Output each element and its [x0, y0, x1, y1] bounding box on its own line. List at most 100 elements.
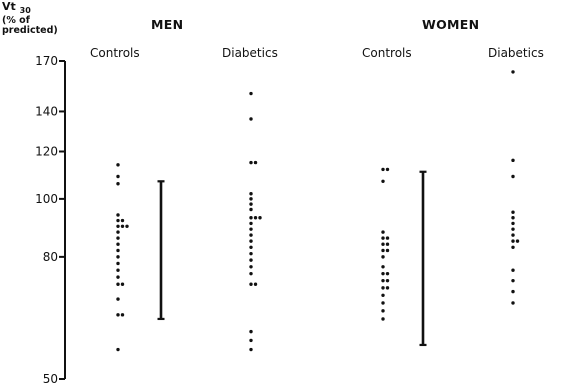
- data-point: [511, 158, 515, 163]
- group-title-women: WOMEN: [422, 17, 480, 32]
- data-point: [381, 179, 385, 184]
- data-point: [381, 317, 385, 321]
- data-point: [116, 213, 120, 217]
- data-point: [253, 160, 258, 165]
- data-point: [116, 268, 120, 272]
- data-point: [381, 286, 385, 290]
- y-tick-label-50: 50: [43, 372, 58, 386]
- range-bar-women: [419, 170, 427, 347]
- data-point: [511, 216, 515, 220]
- data-point: [253, 282, 258, 286]
- y-tick-label-140: 140: [35, 104, 58, 118]
- data-point: [249, 197, 253, 201]
- data-point: [116, 230, 120, 234]
- data-point: [381, 167, 385, 172]
- data-point: [381, 278, 385, 283]
- data-point: [249, 347, 253, 352]
- data-point: [249, 221, 253, 226]
- data-point: [116, 182, 120, 186]
- data-point: [511, 70, 515, 74]
- data-point: [120, 218, 125, 223]
- data-point: [116, 261, 120, 266]
- data-point: [116, 248, 120, 253]
- data-point: [249, 233, 253, 237]
- data-point: [511, 268, 515, 272]
- data-point: [511, 289, 515, 294]
- data-point: [116, 218, 120, 223]
- subgroup-title-women-diabetics: Diabetics: [488, 46, 544, 60]
- data-point: [381, 236, 385, 240]
- data-point: [120, 313, 125, 317]
- y-tick-label-80: 80: [43, 250, 58, 264]
- series-women-controls: [381, 167, 390, 321]
- data-point: [511, 210, 515, 214]
- data-point: [249, 282, 253, 286]
- data-point: [511, 239, 515, 243]
- data-point: [381, 271, 385, 276]
- data-point: [385, 236, 390, 240]
- data-point: [249, 216, 253, 220]
- series-women-diabetics: [511, 70, 520, 305]
- data-point: [511, 233, 515, 237]
- data-point: [249, 258, 253, 262]
- data-point: [249, 271, 253, 276]
- data-point: [511, 221, 515, 226]
- series-men-controls: [116, 163, 129, 352]
- y-axis-ticks: 170 140 120 100 80 50: [35, 54, 65, 386]
- data-point: [511, 245, 515, 250]
- range-bar-men: [157, 180, 165, 321]
- data-point: [385, 278, 390, 283]
- data-point: [515, 239, 520, 243]
- y-axis-label-main: Vt 30: [2, 0, 31, 16]
- data-point: [116, 282, 120, 286]
- data-point: [381, 301, 385, 305]
- subgroup-title-men-diabetics: Diabetics: [222, 46, 278, 60]
- group-title-men: MEN: [151, 17, 184, 32]
- data-point: [116, 297, 120, 301]
- data-point: [249, 91, 253, 96]
- range-bars: [157, 170, 427, 347]
- data-point: [249, 117, 253, 121]
- data-point: [249, 251, 253, 256]
- data-point: [253, 216, 258, 220]
- data-point: [258, 216, 262, 220]
- subgroup-title-men-controls: Controls: [90, 46, 140, 60]
- data-point: [381, 248, 385, 253]
- y-axis-label-subscript: 30: [19, 6, 31, 16]
- data-point: [385, 248, 390, 253]
- data-point: [249, 239, 253, 243]
- subgroup-title-women-controls: Controls: [362, 46, 412, 60]
- data-point: [116, 242, 120, 246]
- data-point: [385, 167, 390, 172]
- y-axis-label-line2: (% of: [2, 15, 30, 27]
- data-point: [120, 224, 125, 228]
- data-point: [381, 242, 385, 246]
- data-point: [511, 174, 515, 179]
- data-point: [125, 224, 129, 228]
- data-point: [116, 236, 120, 240]
- data-point: [249, 245, 253, 250]
- data-point: [116, 313, 120, 317]
- data-point: [381, 255, 385, 259]
- data-point: [385, 286, 390, 290]
- data-point: [385, 242, 390, 246]
- data-point: [249, 207, 253, 212]
- data-point: [120, 282, 125, 286]
- data-point: [385, 271, 390, 276]
- data-point: [116, 275, 120, 279]
- data-point: [116, 174, 120, 179]
- series-men-diabetics: [249, 91, 262, 352]
- data-point: [381, 230, 385, 234]
- y-axis-label-line3: predicted): [2, 25, 58, 37]
- data-point: [511, 227, 515, 231]
- y-axis-label: Vt 30 (% of predicted): [2, 0, 78, 37]
- data-point: [249, 265, 253, 269]
- data-point: [249, 329, 253, 334]
- y-tick-label-120: 120: [35, 145, 58, 159]
- data-point: [249, 202, 253, 206]
- y-tick-label-100: 100: [35, 192, 58, 206]
- data-point: [116, 347, 120, 352]
- data-points: [116, 70, 520, 352]
- data-point: [249, 227, 253, 231]
